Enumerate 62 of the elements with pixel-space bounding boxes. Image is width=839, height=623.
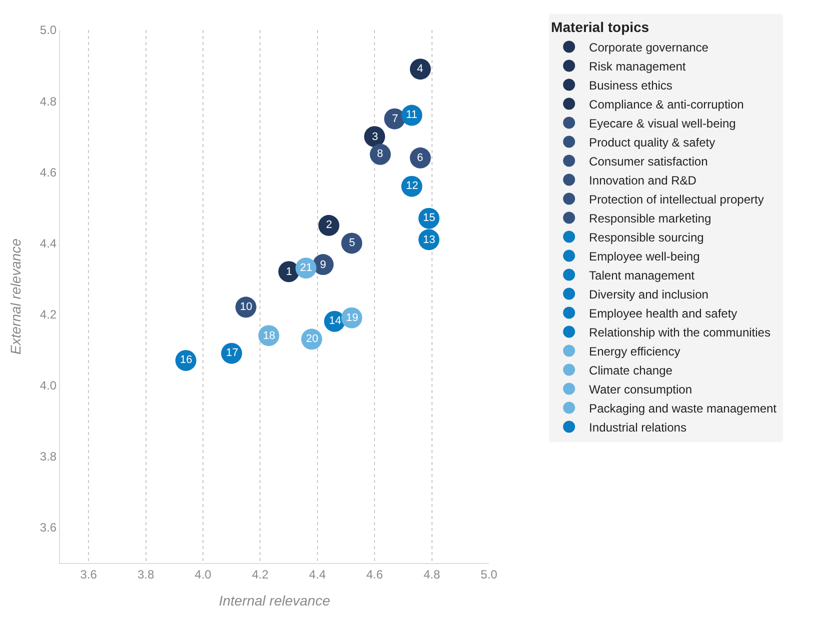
annotation: 16 <box>180 354 192 366</box>
annotation: 13 <box>423 234 436 246</box>
y-tick-label: 3.8 <box>40 450 57 464</box>
annotation: 1 <box>286 266 292 278</box>
y-tick-label: 4.6 <box>40 165 57 180</box>
legend-label: Relationship with the communities <box>589 325 770 340</box>
legend-label: Responsible marketing <box>589 211 712 226</box>
legend-label: Diversity and inclusion <box>589 287 708 302</box>
legend-label: Responsible sourcing <box>589 230 704 244</box>
annotation: 17 <box>226 347 238 359</box>
annotation: 2 <box>326 219 332 231</box>
y-axis-title: External relevance <box>8 238 24 354</box>
y-tick-label: 4.4 <box>40 236 57 250</box>
point <box>318 214 340 236</box>
x-tick-label: 4.2 <box>252 567 269 582</box>
legend-label: Compliance & anti-corruption <box>589 97 744 112</box>
annotation: 9 <box>320 259 326 271</box>
annotation: 10 <box>240 301 252 313</box>
annotation: 14 <box>329 315 342 327</box>
x-tick-label: 5.0 <box>480 567 498 582</box>
x-axis-title: Internal relevance <box>218 592 330 609</box>
annotation: 19 <box>346 312 358 324</box>
annotation: 3 <box>372 131 378 143</box>
y-tick-label: 4.2 <box>40 307 57 322</box>
legend-label: Protection of intellectual property <box>589 192 764 206</box>
legend-label: Employee health and safety <box>589 306 738 320</box>
legend-title: Material topics <box>551 19 650 36</box>
annotation: 15 <box>423 212 436 224</box>
annotation: 7 <box>392 113 398 125</box>
legend-label: Business ethics <box>589 78 672 92</box>
y-tick-label: 5.0 <box>40 23 57 38</box>
y-tick-label: 4.0 <box>40 378 57 393</box>
y-tick-label: 4.8 <box>40 94 57 108</box>
legend-label: Energy efficiency <box>589 344 680 358</box>
annotation: 4 <box>417 63 424 75</box>
legend-label: Eyecare & visual well-being <box>589 116 736 130</box>
legend-label: Corporate governance <box>589 40 709 54</box>
legend-label: Employee well-being <box>589 249 700 264</box>
annotation: 12 <box>406 180 418 192</box>
legend-label: Climate change <box>589 363 673 378</box>
legend-label: Risk management <box>589 59 686 74</box>
annotation: 11 <box>406 109 418 121</box>
legend-label: Consumer satisfaction <box>589 154 708 168</box>
x-tick-label: 3.8 <box>137 567 154 582</box>
annotation: 8 <box>377 148 384 160</box>
annotation: 20 <box>306 333 318 345</box>
annotation: 21 <box>300 262 312 274</box>
legend-label: Product quality & safety <box>589 135 716 150</box>
legend-label: Industrial relations <box>589 420 686 434</box>
legend-label: Talent management <box>589 268 696 282</box>
x-tick-label: 4.0 <box>194 567 212 582</box>
legend-label: Water consumption <box>589 382 692 396</box>
x-tick-label: 4.8 <box>423 567 440 582</box>
annotation: 5 <box>349 237 356 249</box>
annotation: 6 <box>417 152 424 164</box>
x-tick-label: 4.6 <box>366 567 384 582</box>
y-tick-label: 3.6 <box>40 520 57 535</box>
annotation: 18 <box>263 330 276 342</box>
x-tick-label: 3.6 <box>80 567 98 582</box>
x-tick-label: 4.4 <box>309 567 326 582</box>
legend-label: Packaging and waste management <box>589 401 778 416</box>
legend-label: Innovation and R&D <box>589 173 697 188</box>
